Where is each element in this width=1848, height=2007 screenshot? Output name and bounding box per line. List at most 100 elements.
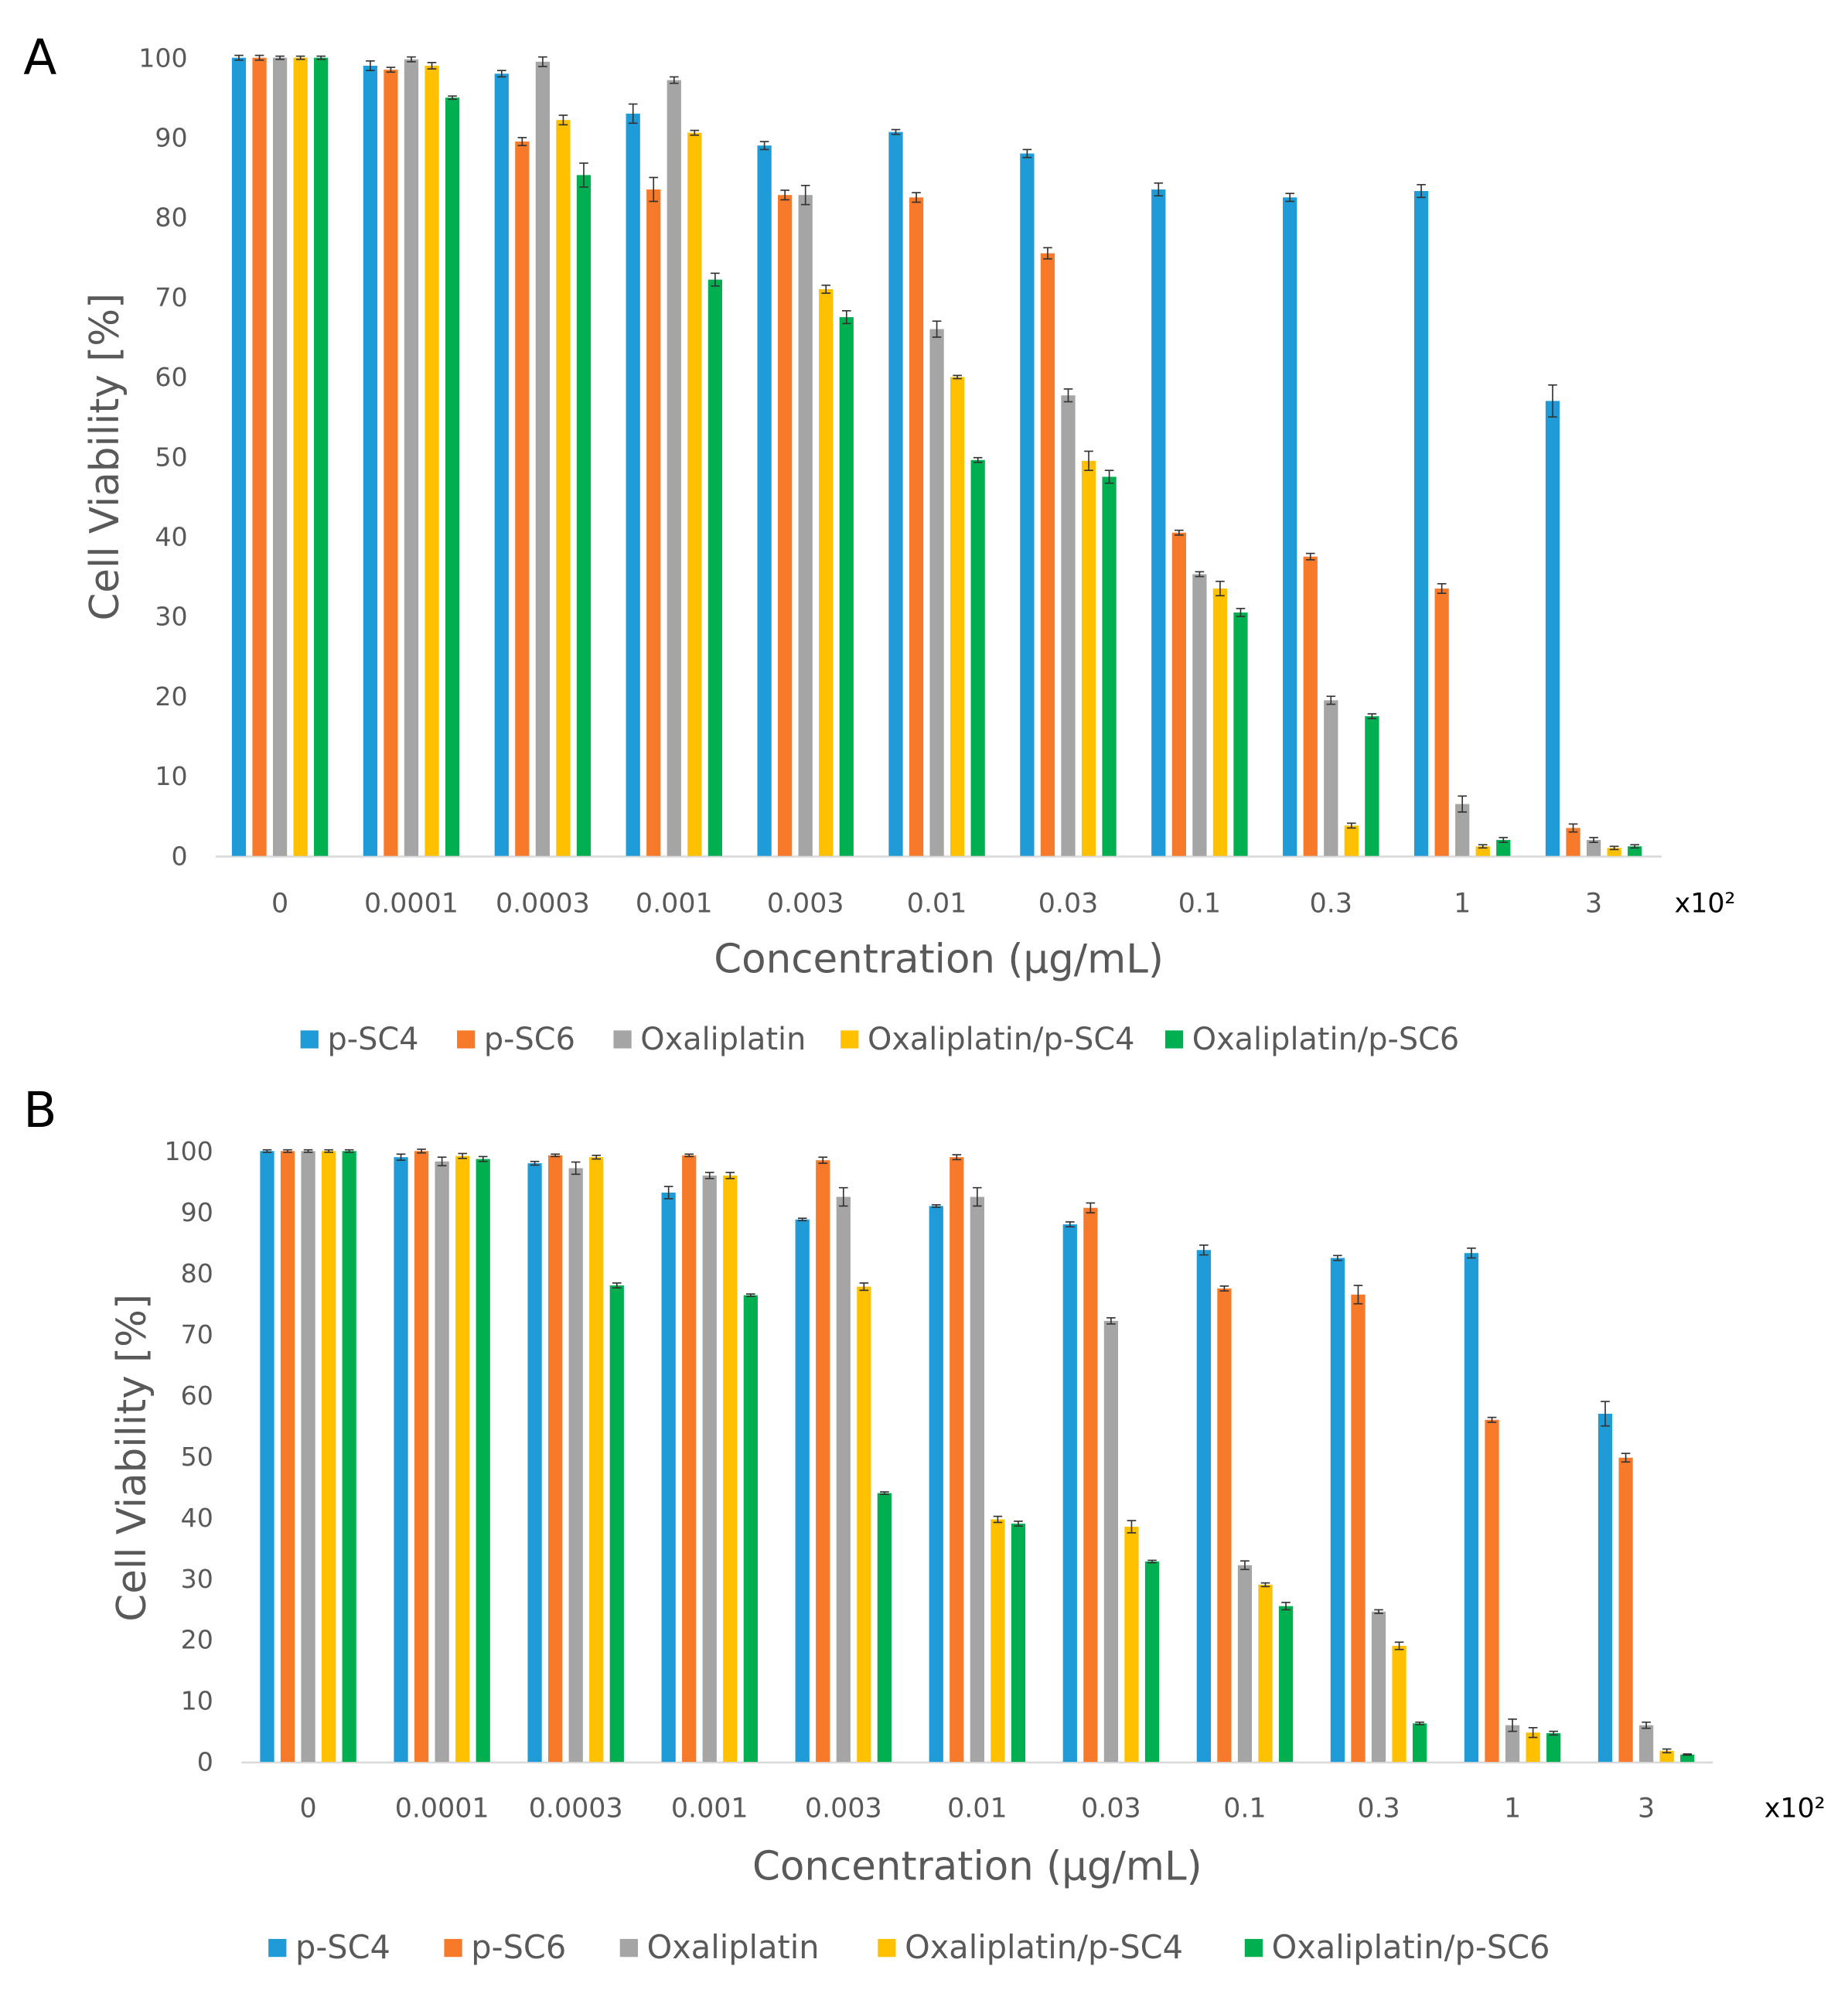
bar-oxaliplatin [1586,840,1601,856]
bar-p-sc6 [1351,1294,1366,1763]
y-tick-label: 90 [181,1197,213,1227]
bar-oxaliplatin-p-sc6 [707,279,723,856]
y-axis-title: Cell Viability [%] [109,1294,155,1622]
x-tick-label: 1 [1504,1793,1521,1824]
bar-oxaliplatin-p-sc4 [322,1151,336,1763]
bar-oxaliplatin-p-sc4 [455,1155,470,1763]
bar-p-sc6 [1434,588,1449,856]
bar-oxaliplatin-p-sc6 [1144,1562,1160,1763]
bar-oxaliplatin-p-sc4 [1659,1750,1674,1763]
bar-p-sc4 [1283,197,1297,856]
x-tick-label: 0.0003 [529,1793,623,1824]
y-tick-label: 20 [181,1625,213,1655]
bar-oxaliplatin-p-sc6 [1680,1754,1695,1763]
bar-p-sc4 [795,1219,810,1763]
bar-oxaliplatin [535,61,551,856]
x-tick-label: 0.1 [1178,889,1221,920]
bar-p-sc4 [1464,1253,1479,1763]
bar-oxaliplatin [272,57,288,856]
x-tick-label: 0.01 [907,889,967,920]
y-tick-label: 30 [181,1564,213,1594]
x-tick-label: 0.0003 [496,889,590,920]
y-axis-title: Cell Viability [%] [82,293,128,621]
bar-oxaliplatin-p-sc6 [314,57,329,856]
y-tick-label: 100 [138,43,187,73]
bar-oxaliplatin-p-sc4 [857,1286,871,1763]
bar-p-sc4 [1151,189,1166,856]
bar-p-sc6 [682,1155,697,1763]
bar-p-sc4 [929,1206,943,1763]
y-tick-label: 40 [181,1503,213,1533]
bar-p-sc6 [1040,253,1055,856]
bar-oxaliplatin-p-sc6 [1011,1524,1026,1763]
bar-p-sc6 [950,1157,964,1763]
bar-p-sc4 [527,1163,542,1763]
y-tick-label: 60 [155,362,187,392]
legend-swatch [1164,1030,1184,1049]
bar-oxaliplatin-p-sc4 [819,288,834,856]
bar-oxaliplatin-p-sc6 [1496,840,1511,856]
bar-p-sc4 [494,73,509,856]
x-tick-label: 0.003 [805,1793,882,1824]
legend: p-SC4 p-SC6 Oxaliplatin Oxaliplatin/p-SC4 Ox… [300,1022,1459,1057]
bar-oxaliplatin [702,1175,717,1763]
legend-swatch [878,1939,896,1958]
bar-p-sc4 [1330,1258,1345,1763]
bar-p-sc4 [888,131,903,856]
bar-oxaliplatin-p-sc6 [609,1285,624,1763]
bar-oxaliplatin-p-sc4 [424,65,439,856]
legend-swatch [619,1939,638,1958]
y-tick-label: 70 [155,282,187,312]
bar-p-sc6 [414,1151,429,1763]
bar-p-sc6 [1303,556,1318,856]
bar-oxaliplatin [1371,1611,1386,1763]
legend-label: Oxaliplatin/p-SC4 [868,1022,1135,1057]
bar-p-sc6 [515,142,530,856]
bar-p-sc4 [1062,1224,1077,1763]
y-tick-label: 0 [172,841,188,871]
y-tick-label: 40 [155,521,187,551]
legend-swatch [444,1939,462,1958]
legend-label: Oxaliplatin/p-SC4 [905,1929,1183,1966]
bar-oxaliplatin [1103,1320,1119,1763]
bar-p-sc6 [252,57,267,856]
bar-oxaliplatin-p-sc6 [576,175,592,856]
bar-oxaliplatin-p-sc6 [1102,476,1117,856]
x-multiplier-label: x10² [1764,1793,1826,1824]
bar-oxaliplatin-p-sc4 [293,57,308,856]
bar-p-sc4 [231,57,247,856]
legend-swatch [840,1030,859,1049]
bar-oxaliplatin-p-sc4 [950,377,965,856]
bar-oxaliplatin-p-sc4 [589,1157,604,1763]
legend-swatch [613,1030,632,1049]
y-tick-label: 80 [181,1258,213,1289]
bar-oxaliplatin-p-sc6 [1628,846,1642,856]
bar-p-sc4 [757,145,772,856]
y-tick-label: 90 [155,122,187,152]
bar-oxaliplatin-p-sc4 [1392,1646,1406,1763]
bar-p-sc4 [1413,191,1429,856]
legend-label: p-SC4 [295,1929,390,1966]
bar-p-sc6 [646,189,661,856]
bar-p-sc6 [1217,1288,1232,1763]
bar-oxaliplatin [1455,804,1470,856]
x-tick-label: 3 [1638,1793,1655,1824]
y-tick-label: 0 [197,1747,213,1777]
y-tick-label: 100 [164,1136,213,1166]
bar-p-sc4 [260,1151,274,1763]
y-tick-label: 50 [181,1442,213,1472]
panel-label: B [23,1081,56,1138]
bar-oxaliplatin-p-sc4 [1475,846,1490,856]
bar-oxaliplatin [568,1168,583,1763]
bar-oxaliplatin-p-sc4 [687,132,702,856]
x-tick-label: 1 [1454,889,1471,920]
bar-p-sc6 [548,1155,563,1763]
bar-oxaliplatin [1324,700,1338,856]
bar-p-sc6 [909,197,924,856]
bar-oxaliplatin-p-sc6 [445,97,460,856]
x-tick-label: 0 [271,889,288,920]
bar-oxaliplatin [1061,395,1076,856]
bar-oxaliplatin-p-sc6 [342,1151,356,1763]
legend-label: p-SC6 [484,1022,575,1057]
